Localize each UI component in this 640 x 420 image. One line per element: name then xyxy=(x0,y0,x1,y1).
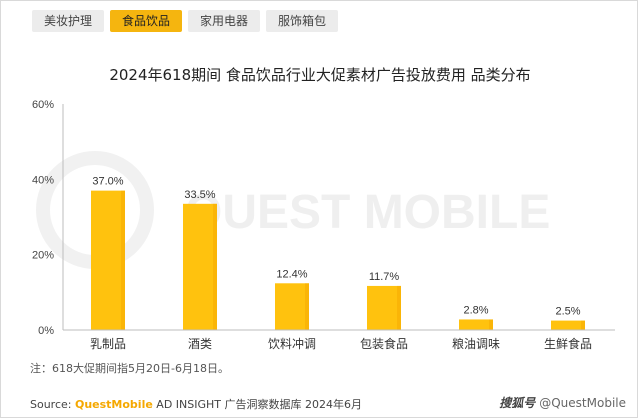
credit-handle[interactable]: @QuestMobile xyxy=(539,396,626,410)
bar xyxy=(275,283,309,330)
footnote: 注：618大促期间指5月20日-6月18日。 xyxy=(30,362,229,375)
bar xyxy=(459,319,493,330)
watermark-text: QUEST MOBILE xyxy=(185,186,550,239)
category-tabs: 美妆护理 食品饮品 家用电器 服饰箱包 xyxy=(32,10,339,32)
y-tick-label: 20% xyxy=(32,250,54,262)
bar-value-label: 37.0% xyxy=(92,176,123,188)
bar xyxy=(551,320,585,330)
chart-title: 2024年618期间 食品饮品行业大促素材广告投放费用 品类分布 xyxy=(109,66,531,84)
bar-value-label: 2.5% xyxy=(555,306,580,318)
bar-value-label: 12.4% xyxy=(276,268,307,280)
bar-value-label: 11.7% xyxy=(369,271,400,283)
y-tick-label: 0% xyxy=(38,325,54,337)
bar-value-label: 2.8% xyxy=(463,304,488,316)
tab-home-appliances[interactable]: 家用电器 xyxy=(188,10,261,32)
x-tick-label: 粮油调味 xyxy=(452,336,500,351)
tab-apparel-bags[interactable]: 服饰箱包 xyxy=(266,10,339,32)
source-prefix: Source: xyxy=(30,398,75,411)
bar-shade xyxy=(489,319,493,330)
bar-shade xyxy=(305,283,309,330)
tab-food-beverage[interactable]: 食品饮品 xyxy=(110,10,183,32)
source-rest: AD INSIGHT 广告洞察数据库 2024年6月 xyxy=(152,398,362,411)
bar-shade xyxy=(213,203,217,330)
bar-value-label: 33.5% xyxy=(184,189,215,201)
tab-beauty-care[interactable]: 美妆护理 xyxy=(32,10,105,32)
x-tick-label: 包装食品 xyxy=(360,336,408,351)
bar-shade xyxy=(397,285,401,330)
y-axis: 0% 20% 40% 60% xyxy=(32,99,64,337)
x-tick-label: 酒类 xyxy=(188,337,212,351)
x-tick-label: 饮料冲调 xyxy=(268,336,316,351)
source-brand: QuestMobile xyxy=(74,398,153,411)
y-tick-label: 60% xyxy=(32,99,54,111)
bars: 37.0% 33.5% 12.4% 11.7% 2.8% 2.5% xyxy=(91,176,585,330)
bar-shade xyxy=(581,320,585,330)
credit: 搜狐号 @QuestMobile xyxy=(499,394,626,411)
bar xyxy=(367,285,401,330)
bar-shade xyxy=(121,190,125,330)
sohu-logo: 搜狐号 xyxy=(499,396,536,410)
source-line: Source: QuestMobile AD INSIGHT 广告洞察数据库 2… xyxy=(30,396,362,412)
x-tick-label: 生鲜食品 xyxy=(544,336,592,351)
bar xyxy=(91,190,125,330)
y-tick-label: 40% xyxy=(32,174,54,186)
bar xyxy=(183,203,217,330)
x-axis: 乳制品 酒类 饮料冲调 包装食品 粮油调味 生鲜食品 xyxy=(63,329,615,351)
x-tick-label: 乳制品 xyxy=(90,337,126,351)
